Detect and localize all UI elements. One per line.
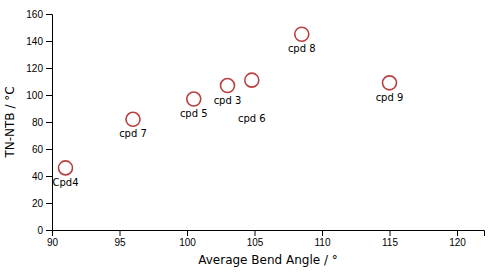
y-tick-mark bbox=[46, 176, 52, 177]
point bbox=[383, 76, 397, 90]
x-tick: 110 bbox=[315, 230, 331, 248]
y-tick-label: 120 bbox=[26, 63, 43, 74]
x-tick: 90 bbox=[47, 230, 59, 248]
x-tick-label: 95 bbox=[114, 237, 126, 248]
x-tick-label: 100 bbox=[179, 237, 196, 248]
y-tick-mark bbox=[46, 149, 52, 150]
y-tick: 140 bbox=[26, 36, 52, 47]
y-tick: 0 bbox=[37, 225, 52, 236]
x-tick-mark bbox=[120, 230, 121, 236]
y-tick-mark bbox=[46, 68, 52, 69]
chart: 90 95 100 105 110 115 120 0 20 40 60 80 100 120 140 160… bbox=[0, 0, 500, 272]
y-tick-label: 60 bbox=[32, 144, 44, 155]
point bbox=[187, 92, 201, 106]
point-label: cpd 6 bbox=[238, 113, 266, 124]
y-tick-label: 100 bbox=[26, 90, 43, 101]
point-label: cpd 9 bbox=[376, 92, 404, 103]
y-tick: 60 bbox=[32, 144, 52, 155]
y-axis-title: TN-NTB / °C bbox=[3, 86, 17, 158]
x-tick: 115 bbox=[382, 230, 398, 248]
y-tick-label: 0 bbox=[37, 225, 43, 236]
y-tick-label: 140 bbox=[26, 36, 43, 47]
y-tick-mark bbox=[46, 230, 52, 231]
x-tick: 105 bbox=[247, 230, 264, 248]
x-tick-mark bbox=[457, 230, 458, 236]
y-axis-line bbox=[46, 15, 53, 231]
point-label: cpd 5 bbox=[180, 108, 208, 119]
point bbox=[126, 112, 140, 126]
y-tick-mark bbox=[46, 122, 52, 123]
point-label: cpd 3 bbox=[214, 95, 242, 106]
point-label: cpd 7 bbox=[119, 128, 147, 139]
y-tick: 160 bbox=[26, 9, 52, 20]
x-tick-label: 115 bbox=[382, 237, 398, 248]
x-tick-label: 105 bbox=[247, 237, 264, 248]
x-axis-title: Average Bend Angle / ° bbox=[198, 253, 338, 267]
y-tick: 120 bbox=[26, 63, 52, 74]
x-tick-mark bbox=[255, 230, 256, 236]
x-tick: 95 bbox=[114, 230, 126, 248]
y-tick-label: 80 bbox=[32, 117, 44, 128]
y-tick-label: 160 bbox=[26, 9, 43, 20]
point bbox=[59, 161, 73, 175]
x-tick-label: 90 bbox=[47, 237, 59, 248]
x-axis-line bbox=[53, 231, 485, 237]
point bbox=[221, 79, 235, 93]
x-tick: 120 bbox=[449, 230, 466, 248]
x-tick-label: 110 bbox=[315, 237, 331, 248]
y-tick: 20 bbox=[32, 198, 52, 209]
x-tick-mark bbox=[390, 230, 391, 236]
y-tick-mark bbox=[46, 14, 52, 15]
y-tick: 40 bbox=[32, 171, 52, 182]
y-tick-mark bbox=[46, 41, 52, 42]
y-axis: 0 20 40 60 80 100 120 140 160 bbox=[26, 9, 52, 236]
y-tick: 80 bbox=[32, 117, 52, 128]
y-tick-mark bbox=[46, 95, 52, 96]
points bbox=[59, 27, 397, 175]
point-label: Cpd4 bbox=[52, 177, 78, 188]
y-tick-label: 40 bbox=[32, 171, 44, 182]
point-label: cpd 8 bbox=[288, 43, 316, 54]
y-tick-mark bbox=[46, 203, 52, 204]
point bbox=[245, 73, 259, 87]
y-tick: 100 bbox=[26, 90, 52, 101]
x-axis: 90 95 100 105 110 115 120 bbox=[47, 230, 485, 248]
x-tick-mark bbox=[187, 230, 188, 236]
point-labels: Cpd4 cpd 7 cpd 5 cpd 3 cpd 6 cpd 8 cpd 9 bbox=[52, 43, 403, 188]
point bbox=[295, 27, 309, 41]
plot: 90 95 100 105 110 115 120 0 20 40 60 80 100 120 140 160… bbox=[3, 9, 485, 267]
x-tick-label: 120 bbox=[449, 237, 466, 248]
x-tick: 100 bbox=[179, 230, 196, 248]
x-tick-mark bbox=[322, 230, 323, 236]
y-tick-label: 20 bbox=[32, 198, 44, 209]
